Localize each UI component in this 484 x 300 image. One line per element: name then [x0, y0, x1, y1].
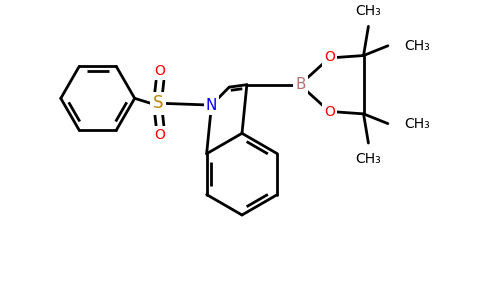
Text: O: O: [154, 128, 166, 142]
Text: N: N: [206, 98, 217, 112]
Text: S: S: [153, 94, 163, 112]
Text: CH₃: CH₃: [356, 152, 381, 166]
Text: O: O: [324, 105, 335, 119]
Text: CH₃: CH₃: [404, 117, 430, 130]
Text: B: B: [295, 77, 305, 92]
Text: O: O: [324, 50, 335, 64]
Text: CH₃: CH₃: [404, 39, 430, 53]
Text: CH₃: CH₃: [356, 4, 381, 18]
Text: O: O: [154, 64, 166, 78]
